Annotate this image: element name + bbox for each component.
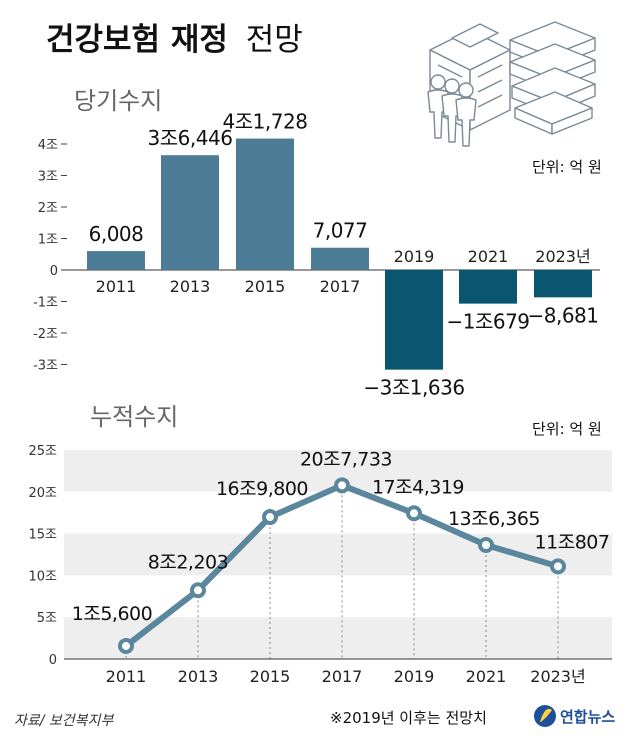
line-point-2011 bbox=[118, 637, 134, 654]
line-category-label: 2011 bbox=[106, 667, 147, 686]
balance-bar-chart: 당기수지 단위: 억 원 4조 3조 2조 1조 0 -1조 -2조 -3조 2011 6,00… bbox=[33, 87, 602, 400]
line-x-axis-labels: 2011 2013 2015 2017 2019 2021 2023년 bbox=[106, 667, 586, 686]
bar-value-label: −8,681 bbox=[527, 303, 598, 327]
yonhap-logo-text: 연합뉴스 bbox=[560, 708, 615, 726]
line-category-label: 2015 bbox=[250, 667, 291, 686]
bar-y-tick-label: 1조 bbox=[38, 233, 58, 248]
line-chart-unit: 단위: 억 원 bbox=[532, 420, 602, 438]
line-value-label: 20조7,733 bbox=[300, 448, 392, 470]
line-y-tick-label: 5조 bbox=[37, 611, 57, 626]
bar-value-label: 3조6,446 bbox=[148, 126, 233, 150]
bar-y-tick-label: 4조 bbox=[38, 138, 58, 153]
line-category-label: 2013 bbox=[178, 667, 219, 686]
title-light: 전망 bbox=[246, 22, 303, 58]
bar-value-label: 7,077 bbox=[313, 219, 368, 243]
people-group-icon bbox=[427, 74, 477, 147]
line-value-label: 16조9,800 bbox=[216, 478, 308, 500]
bar-series: 2011 6,008 2013 3조6,446 2015 4조1,728 2017 7,077… bbox=[87, 110, 599, 400]
bar-category-label: 2015 bbox=[245, 277, 286, 296]
line-value-label: 8조2,203 bbox=[148, 551, 228, 573]
svg-text:건강보험 재정 전망: 건강보험 재정 전망 bbox=[46, 22, 303, 58]
source-note: 자료/ 보건복지부 bbox=[14, 713, 114, 729]
bar-y-tick-label: 3조 bbox=[38, 170, 58, 185]
bar-category-label: 2023년 bbox=[535, 247, 590, 266]
line-y-tick-label: 0 bbox=[49, 653, 57, 668]
line-series-points: 1조5,600 8조2,203 16조9,800 20조7,733 17조4,319 13… bbox=[72, 448, 610, 654]
line-y-tick-label: 15조 bbox=[28, 528, 57, 543]
line-value-label: 11조807 bbox=[535, 531, 610, 553]
forecast-note: ※2019년 이후는 전망치 bbox=[330, 709, 487, 727]
line-value-label: 13조6,365 bbox=[448, 508, 540, 530]
bar-2021 bbox=[459, 270, 517, 304]
bar-category-label: 2017 bbox=[320, 277, 361, 296]
line-y-tick-label: 25조 bbox=[28, 444, 57, 459]
line-point-2013 bbox=[190, 582, 206, 599]
bar-y-tick-label: -2조 bbox=[33, 327, 58, 342]
bar-y-tick-label: 0 bbox=[50, 264, 58, 279]
bar-y-axis: 4조 3조 2조 1조 0 -1조 -2조 -3조 bbox=[33, 138, 67, 374]
bar-value-label: 6,008 bbox=[89, 222, 144, 246]
bar-category-label: 2013 bbox=[170, 277, 211, 296]
bar-chart-title: 당기수지 bbox=[74, 87, 162, 115]
line-y-tick-label: 20조 bbox=[28, 486, 57, 501]
healthcare-money-illustration bbox=[427, 21, 596, 147]
bar-2023 bbox=[534, 270, 592, 298]
cumulative-line-chart: 누적수지 단위: 억 원 25조 20조 15조 10조 5조 0 1조5,600 8조2,… bbox=[28, 403, 612, 686]
line-point-2023 bbox=[550, 558, 566, 575]
line-point-2021 bbox=[478, 536, 494, 553]
line-category-label: 2019 bbox=[394, 667, 435, 686]
bar-y-tick-label: -1조 bbox=[33, 296, 58, 311]
bar-2011 bbox=[87, 251, 145, 270]
bar-y-tick-label: -3조 bbox=[33, 359, 58, 374]
bar-value-label: 4조1,728 bbox=[223, 110, 308, 134]
bar-chart-unit: 단위: 억 원 bbox=[532, 158, 602, 176]
line-point-2015 bbox=[262, 509, 278, 526]
line-point-2017 bbox=[334, 477, 350, 494]
line-category-label: 2023년 bbox=[530, 667, 585, 686]
bar-2015 bbox=[236, 138, 294, 270]
bar-category-label: 2011 bbox=[96, 277, 137, 296]
bar-2017 bbox=[311, 247, 369, 270]
money-stack-icon bbox=[509, 21, 596, 135]
bar-2013 bbox=[161, 155, 219, 270]
yonhap-logo: 연합뉴스 bbox=[534, 705, 615, 727]
line-point-2019 bbox=[406, 505, 422, 522]
grid-band bbox=[64, 533, 612, 576]
bar-category-label: 2019 bbox=[394, 247, 435, 266]
line-value-label: 1조5,600 bbox=[72, 603, 152, 625]
line-grid-bands bbox=[64, 450, 612, 659]
line-chart-title: 누적수지 bbox=[90, 403, 178, 431]
bar-value-label: −1조679 bbox=[446, 310, 529, 334]
bar-y-tick-label: 2조 bbox=[38, 201, 58, 216]
bar-category-label: 2021 bbox=[468, 247, 509, 266]
bar-2019 bbox=[385, 270, 443, 370]
title-bold: 건강보험 재정 bbox=[46, 22, 228, 58]
line-value-label: 17조4,319 bbox=[372, 476, 464, 498]
line-y-tick-label: 10조 bbox=[28, 569, 57, 584]
line-y-axis: 25조 20조 15조 10조 5조 0 bbox=[28, 444, 57, 668]
bar-value-label: −3조1,636 bbox=[363, 376, 464, 400]
line-category-label: 2017 bbox=[322, 667, 363, 686]
line-category-label: 2021 bbox=[466, 667, 507, 686]
